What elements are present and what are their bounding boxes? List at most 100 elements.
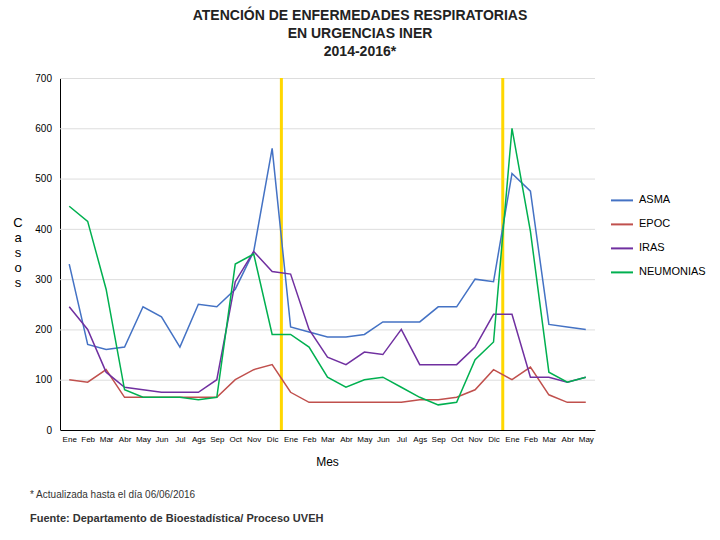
y-axis-title-char: o bbox=[14, 260, 21, 275]
y-tick-label: 700 bbox=[35, 73, 52, 84]
x-tick: May bbox=[579, 435, 594, 444]
legend: ASMA EPOC IRAS NEUMONIAS bbox=[611, 193, 706, 277]
x-tick-label: Oct bbox=[230, 435, 243, 444]
x-tick-label: Dic bbox=[488, 435, 500, 444]
legend-item: NEUMONIAS bbox=[611, 265, 706, 277]
x-tick: Sep bbox=[210, 435, 225, 444]
grid-line bbox=[60, 78, 595, 79]
x-tick-label: Feb bbox=[303, 435, 317, 444]
x-tick: Feb bbox=[524, 435, 538, 444]
legend-swatch bbox=[611, 247, 633, 249]
y-tick: 300 bbox=[35, 274, 595, 285]
x-tick: May bbox=[357, 435, 372, 444]
legend-item: IRAS bbox=[611, 241, 665, 253]
legend-label: ASMA bbox=[639, 193, 671, 205]
x-tick-label: Abr bbox=[562, 435, 575, 444]
x-tick-label: Ene bbox=[284, 435, 299, 444]
footnote: Fuente: Departamento de Bioestadística/ … bbox=[30, 512, 323, 524]
x-tick-label: Oct bbox=[451, 435, 464, 444]
grid-line bbox=[60, 179, 595, 180]
series-line bbox=[69, 251, 586, 392]
x-tick: Ene bbox=[505, 435, 520, 444]
y-tick-label: 100 bbox=[35, 374, 52, 385]
footnote: * Actualizada hasta el día 06/06/2016 bbox=[30, 489, 196, 500]
title: EN URGENCIAS INER bbox=[288, 25, 433, 41]
legend-item: EPOC bbox=[611, 217, 670, 229]
y-tick-label: 200 bbox=[35, 324, 52, 335]
legend-swatch bbox=[611, 271, 633, 273]
y-tick-label: 300 bbox=[35, 274, 52, 285]
x-tick: Ene bbox=[63, 435, 78, 444]
x-axis-line bbox=[61, 430, 596, 431]
x-tick-label: Mar bbox=[542, 435, 556, 444]
y-tick-label: 500 bbox=[35, 173, 52, 184]
x-tick-label: Mar bbox=[100, 435, 114, 444]
legend-item: ASMA bbox=[611, 193, 671, 205]
x-tick-label: Feb bbox=[524, 435, 538, 444]
marks bbox=[69, 78, 586, 430]
x-tick: Ags bbox=[413, 435, 427, 444]
grid-line bbox=[60, 430, 595, 431]
grid-line bbox=[60, 380, 595, 381]
x-tick-label: Nov bbox=[468, 435, 482, 444]
x-tick: Jun bbox=[156, 435, 169, 444]
x-tick: Jul bbox=[175, 435, 185, 444]
title: 2014-2016* bbox=[324, 43, 397, 59]
x-tick: Oct bbox=[451, 435, 464, 444]
x-tick: Jun bbox=[377, 435, 390, 444]
x-tick-label: Abr bbox=[340, 435, 353, 444]
x-tick-label: Abr bbox=[119, 435, 132, 444]
x-tick: Nov bbox=[468, 435, 482, 444]
x-tick: Dic bbox=[488, 435, 500, 444]
y-tick-label: 400 bbox=[35, 224, 52, 235]
y-axis-title: Casos bbox=[13, 215, 22, 290]
x-tick-label: Jun bbox=[156, 435, 169, 444]
grid-line bbox=[60, 128, 595, 129]
x-tick-label: Jul bbox=[397, 435, 407, 444]
y-tick-label: 600 bbox=[35, 123, 52, 134]
x-tick-label: Ene bbox=[63, 435, 78, 444]
grid-line bbox=[60, 229, 595, 230]
x-tick: Feb bbox=[303, 435, 317, 444]
y-tick-label: 0 bbox=[46, 425, 52, 436]
x-tick-label: May bbox=[357, 435, 372, 444]
x-tick: Sep bbox=[432, 435, 447, 444]
x-tick: Mar bbox=[100, 435, 114, 444]
series-line bbox=[69, 128, 586, 405]
x-tick-label: Jul bbox=[175, 435, 185, 444]
x-tick: Oct bbox=[230, 435, 243, 444]
y-tick: 700 bbox=[35, 73, 595, 84]
x-tick: Abr bbox=[562, 435, 575, 444]
legend-label: NEUMONIAS bbox=[639, 265, 706, 277]
x-tick: Feb bbox=[81, 435, 95, 444]
grid-line bbox=[60, 329, 595, 330]
x-tick-label: Ene bbox=[505, 435, 520, 444]
x-tick-label: May bbox=[136, 435, 151, 444]
x-tick-label: May bbox=[579, 435, 594, 444]
legend-swatch bbox=[611, 223, 633, 225]
x-tick: Ene bbox=[284, 435, 299, 444]
x-axis: EneFebMarAbrMayJunJulAgsSepOctNovDicEneF… bbox=[61, 431, 596, 444]
x-tick-label: Ags bbox=[192, 435, 206, 444]
y-axis-title-char: a bbox=[14, 230, 22, 245]
y-axis: 0 100 200 300 400 500 600 700 bbox=[35, 73, 595, 436]
x-tick-label: Sep bbox=[210, 435, 225, 444]
x-tick: Dic bbox=[267, 435, 279, 444]
x-tick: Mar bbox=[542, 435, 556, 444]
x-tick: Mar bbox=[321, 435, 335, 444]
legend-swatch bbox=[611, 199, 633, 201]
x-tick: May bbox=[136, 435, 151, 444]
y-axis-title-char: s bbox=[15, 245, 22, 260]
legend-label: EPOC bbox=[639, 217, 670, 229]
x-tick: Abr bbox=[119, 435, 132, 444]
y-axis-title-char: s bbox=[15, 275, 22, 290]
x-tick: Jul bbox=[397, 435, 407, 444]
y-axis-line bbox=[61, 79, 596, 431]
y-tick: 400 bbox=[35, 224, 595, 235]
x-tick-label: Feb bbox=[81, 435, 95, 444]
x-tick: Nov bbox=[247, 435, 261, 444]
x-tick-label: Sep bbox=[432, 435, 447, 444]
x-tick-label: Nov bbox=[247, 435, 261, 444]
x-tick-label: Ags bbox=[413, 435, 427, 444]
chart: ATENCIÓN DE ENFERMEDADES RESPIRATORIASEN… bbox=[0, 0, 720, 540]
